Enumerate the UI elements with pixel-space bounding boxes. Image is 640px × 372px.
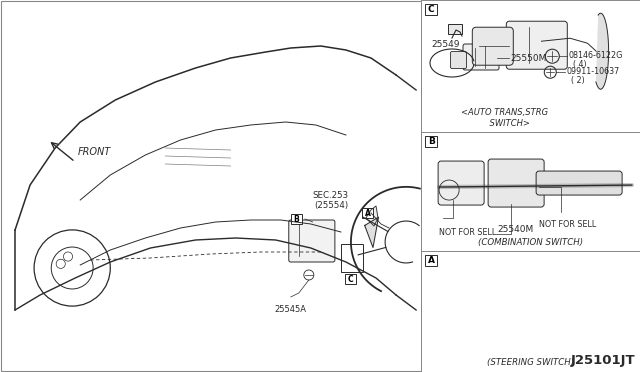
FancyBboxPatch shape (488, 159, 544, 207)
Text: 08146-6122G: 08146-6122G (568, 51, 623, 60)
Text: (COMBINATION SWITCH): (COMBINATION SWITCH) (478, 238, 583, 247)
Text: (25554): (25554) (314, 201, 348, 210)
Text: 25545A: 25545A (275, 305, 307, 314)
Text: NOT FOR SELL: NOT FOR SELL (439, 228, 497, 237)
Text: 25549: 25549 (431, 40, 460, 49)
FancyBboxPatch shape (536, 171, 622, 195)
Text: B: B (293, 215, 299, 224)
Text: 25540M: 25540M (497, 225, 533, 234)
Text: 25550M: 25550M (510, 54, 547, 62)
Bar (341, 244, 363, 272)
Polygon shape (365, 217, 378, 247)
FancyBboxPatch shape (438, 161, 484, 205)
Bar (425, 136, 437, 147)
Text: SEC.253: SEC.253 (313, 191, 349, 200)
FancyBboxPatch shape (289, 220, 335, 262)
Bar (291, 214, 302, 224)
Text: A: A (365, 208, 371, 218)
Bar (362, 208, 373, 218)
FancyBboxPatch shape (463, 44, 499, 70)
Text: (STEERING SWITCH): (STEERING SWITCH) (487, 357, 574, 366)
Polygon shape (366, 206, 378, 226)
Bar (448, 24, 462, 34)
Text: FRONT: FRONT (78, 147, 111, 157)
Text: B: B (428, 137, 435, 146)
Polygon shape (596, 13, 609, 89)
Text: ( 2): ( 2) (572, 76, 585, 85)
Bar (421, 132, 640, 251)
Text: <AUTO TRANS,STRG
    SWITCH>: <AUTO TRANS,STRG SWITCH> (461, 108, 548, 128)
Bar (425, 255, 437, 266)
Text: C: C (348, 275, 353, 283)
Bar (425, 4, 437, 15)
Text: J25101JT: J25101JT (570, 354, 635, 367)
Text: NOT FOR SELL: NOT FOR SELL (539, 220, 596, 229)
Bar (421, 251, 640, 372)
FancyBboxPatch shape (451, 51, 467, 68)
Text: ( 4): ( 4) (573, 60, 587, 69)
Text: C: C (428, 5, 435, 14)
Text: 09911-10637: 09911-10637 (566, 67, 620, 76)
Bar (421, 0, 640, 132)
Bar (345, 274, 356, 284)
FancyBboxPatch shape (506, 21, 567, 69)
Text: A: A (428, 256, 435, 265)
FancyBboxPatch shape (472, 27, 513, 65)
